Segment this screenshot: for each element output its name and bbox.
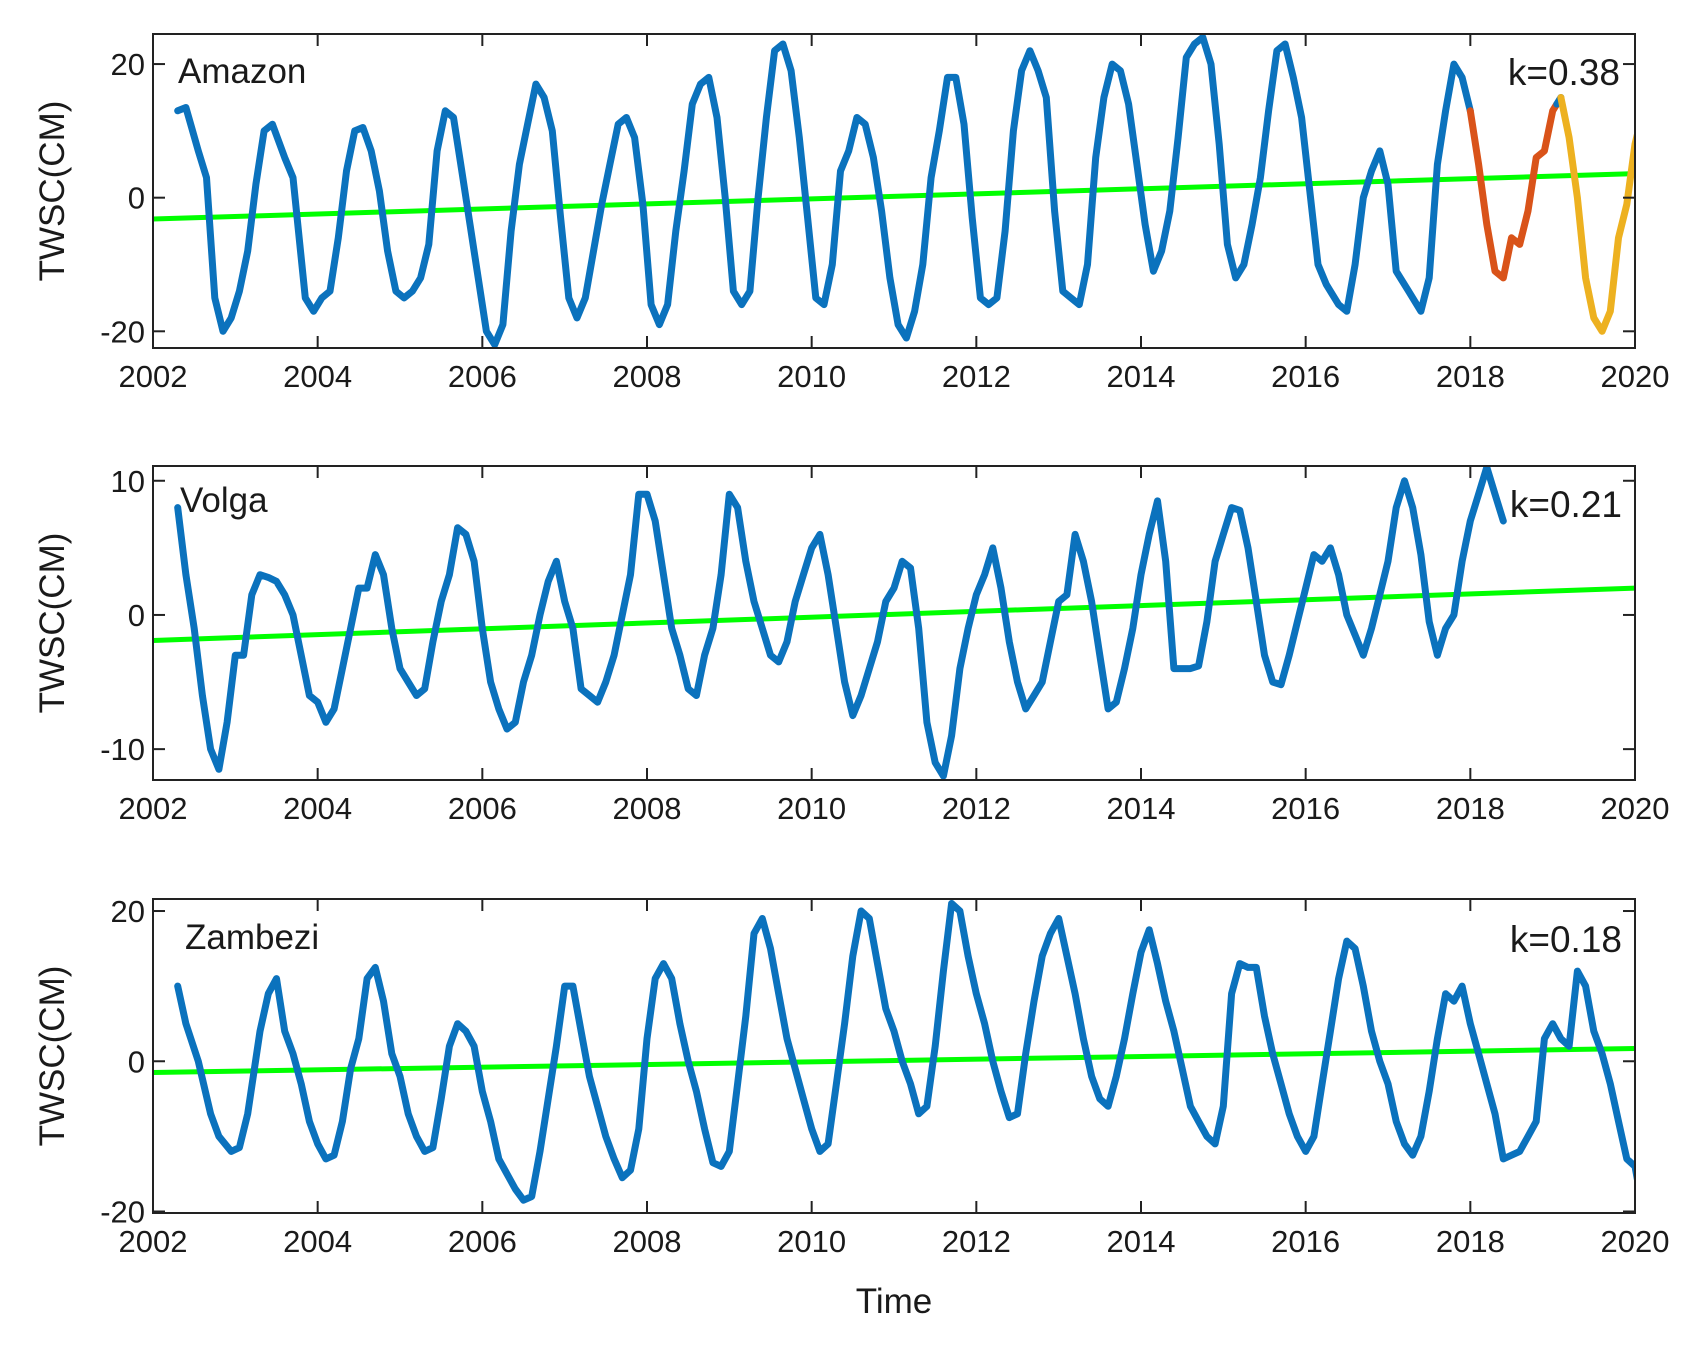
y-tick-label: 20 <box>111 47 145 82</box>
plot-area <box>153 34 1635 348</box>
trend-line <box>153 585 1635 643</box>
x-tick-label: 2004 <box>283 1224 352 1259</box>
y-tick-label: -10 <box>100 732 145 767</box>
y-tick-label: 0 <box>128 1044 145 1079</box>
panel-volga: 2002 2004 2006 2008 2010 2012 2014 2016 2018 2020… <box>33 464 1669 826</box>
ticks: 2002 2004 2006 2008 2010 2012 2014 2016 2018 2020… <box>100 464 1669 826</box>
x-axis-label: Time <box>856 1282 932 1321</box>
y-tick-label: -20 <box>100 314 145 349</box>
x-tick-label: 2006 <box>448 359 517 394</box>
panel-name: Volga <box>180 481 268 520</box>
x-tick-label: 2014 <box>1107 791 1176 826</box>
axes-box <box>152 465 1636 781</box>
x-tick-label: 2004 <box>283 359 352 394</box>
trend-line <box>153 1045 1635 1076</box>
x-tick-label: 2008 <box>613 359 682 394</box>
ticks: 2002 2004 2006 2008 2010 2012 2014 2016 2018 2020… <box>100 34 1669 394</box>
series-observed-line <box>174 34 1474 348</box>
x-tick-label: 2016 <box>1271 1224 1340 1259</box>
panel-name: Zambezi <box>185 918 319 957</box>
axes-box <box>152 898 1636 1214</box>
x-tick-label: 2012 <box>942 791 1011 826</box>
y-tick-label: 10 <box>111 464 145 499</box>
x-tick-label: 2018 <box>1436 791 1505 826</box>
x-tick-label: 2010 <box>777 359 846 394</box>
y-tick-label: 0 <box>128 598 145 633</box>
plot-area <box>153 900 1635 1204</box>
x-tick-label: 2004 <box>283 791 352 826</box>
y-tick-label: 20 <box>111 894 145 929</box>
plot-area <box>153 466 1635 780</box>
x-tick-label: 2016 <box>1271 359 1340 394</box>
k-label: k=0.18 <box>1510 919 1622 960</box>
k-label: k=0.38 <box>1508 52 1620 93</box>
x-tick-label: 2020 <box>1601 791 1670 826</box>
x-tick-label: 2002 <box>119 359 188 394</box>
x-tick-label: 2008 <box>613 791 682 826</box>
x-tick-label: 2014 <box>1107 359 1176 394</box>
panel-name: Amazon <box>178 52 306 91</box>
y-axis-label: TWSC(CM) <box>33 101 72 282</box>
ticks: 2002 2004 2006 2008 2010 2012 2014 2016 2018 2020… <box>100 894 1669 1259</box>
y-axis-label: TWSC(CM) <box>33 966 72 1147</box>
x-tick-label: 2008 <box>613 1224 682 1259</box>
x-tick-label: 2010 <box>777 791 846 826</box>
x-tick-label: 2012 <box>942 1224 1011 1259</box>
x-tick-label: 2002 <box>119 1224 188 1259</box>
x-tick-label: 2016 <box>1271 791 1340 826</box>
axes-box <box>152 33 1636 349</box>
x-tick-label: 2018 <box>1436 359 1505 394</box>
x-tick-label: 2020 <box>1601 359 1670 394</box>
x-tick-label: 2018 <box>1436 1224 1505 1259</box>
x-tick-label: 2012 <box>942 359 1011 394</box>
y-tick-label: -20 <box>100 1194 145 1229</box>
panel-zambezi: 2002 2004 2006 2008 2010 2012 2014 2016 2018 2020… <box>33 894 1669 1321</box>
series-predicted_yellow-line <box>1557 94 1635 335</box>
y-axis-label: TWSC(CM) <box>33 533 72 714</box>
y-tick-label: 0 <box>128 181 145 216</box>
x-tick-label: 2020 <box>1601 1224 1670 1259</box>
x-tick-label: 2006 <box>448 1224 517 1259</box>
x-tick-label: 2002 <box>119 791 188 826</box>
k-label: k=0.21 <box>1510 484 1622 525</box>
series-observed-line <box>174 466 1507 780</box>
x-tick-label: 2010 <box>777 1224 846 1259</box>
panel-amazon: 2002 2004 2006 2008 2010 2012 2014 2016 2018 2020… <box>33 33 1669 394</box>
series-predicted_red-line <box>1466 100 1561 282</box>
x-tick-label: 2014 <box>1107 1224 1176 1259</box>
series-observed-line <box>174 900 1635 1204</box>
x-tick-label: 2006 <box>448 791 517 826</box>
